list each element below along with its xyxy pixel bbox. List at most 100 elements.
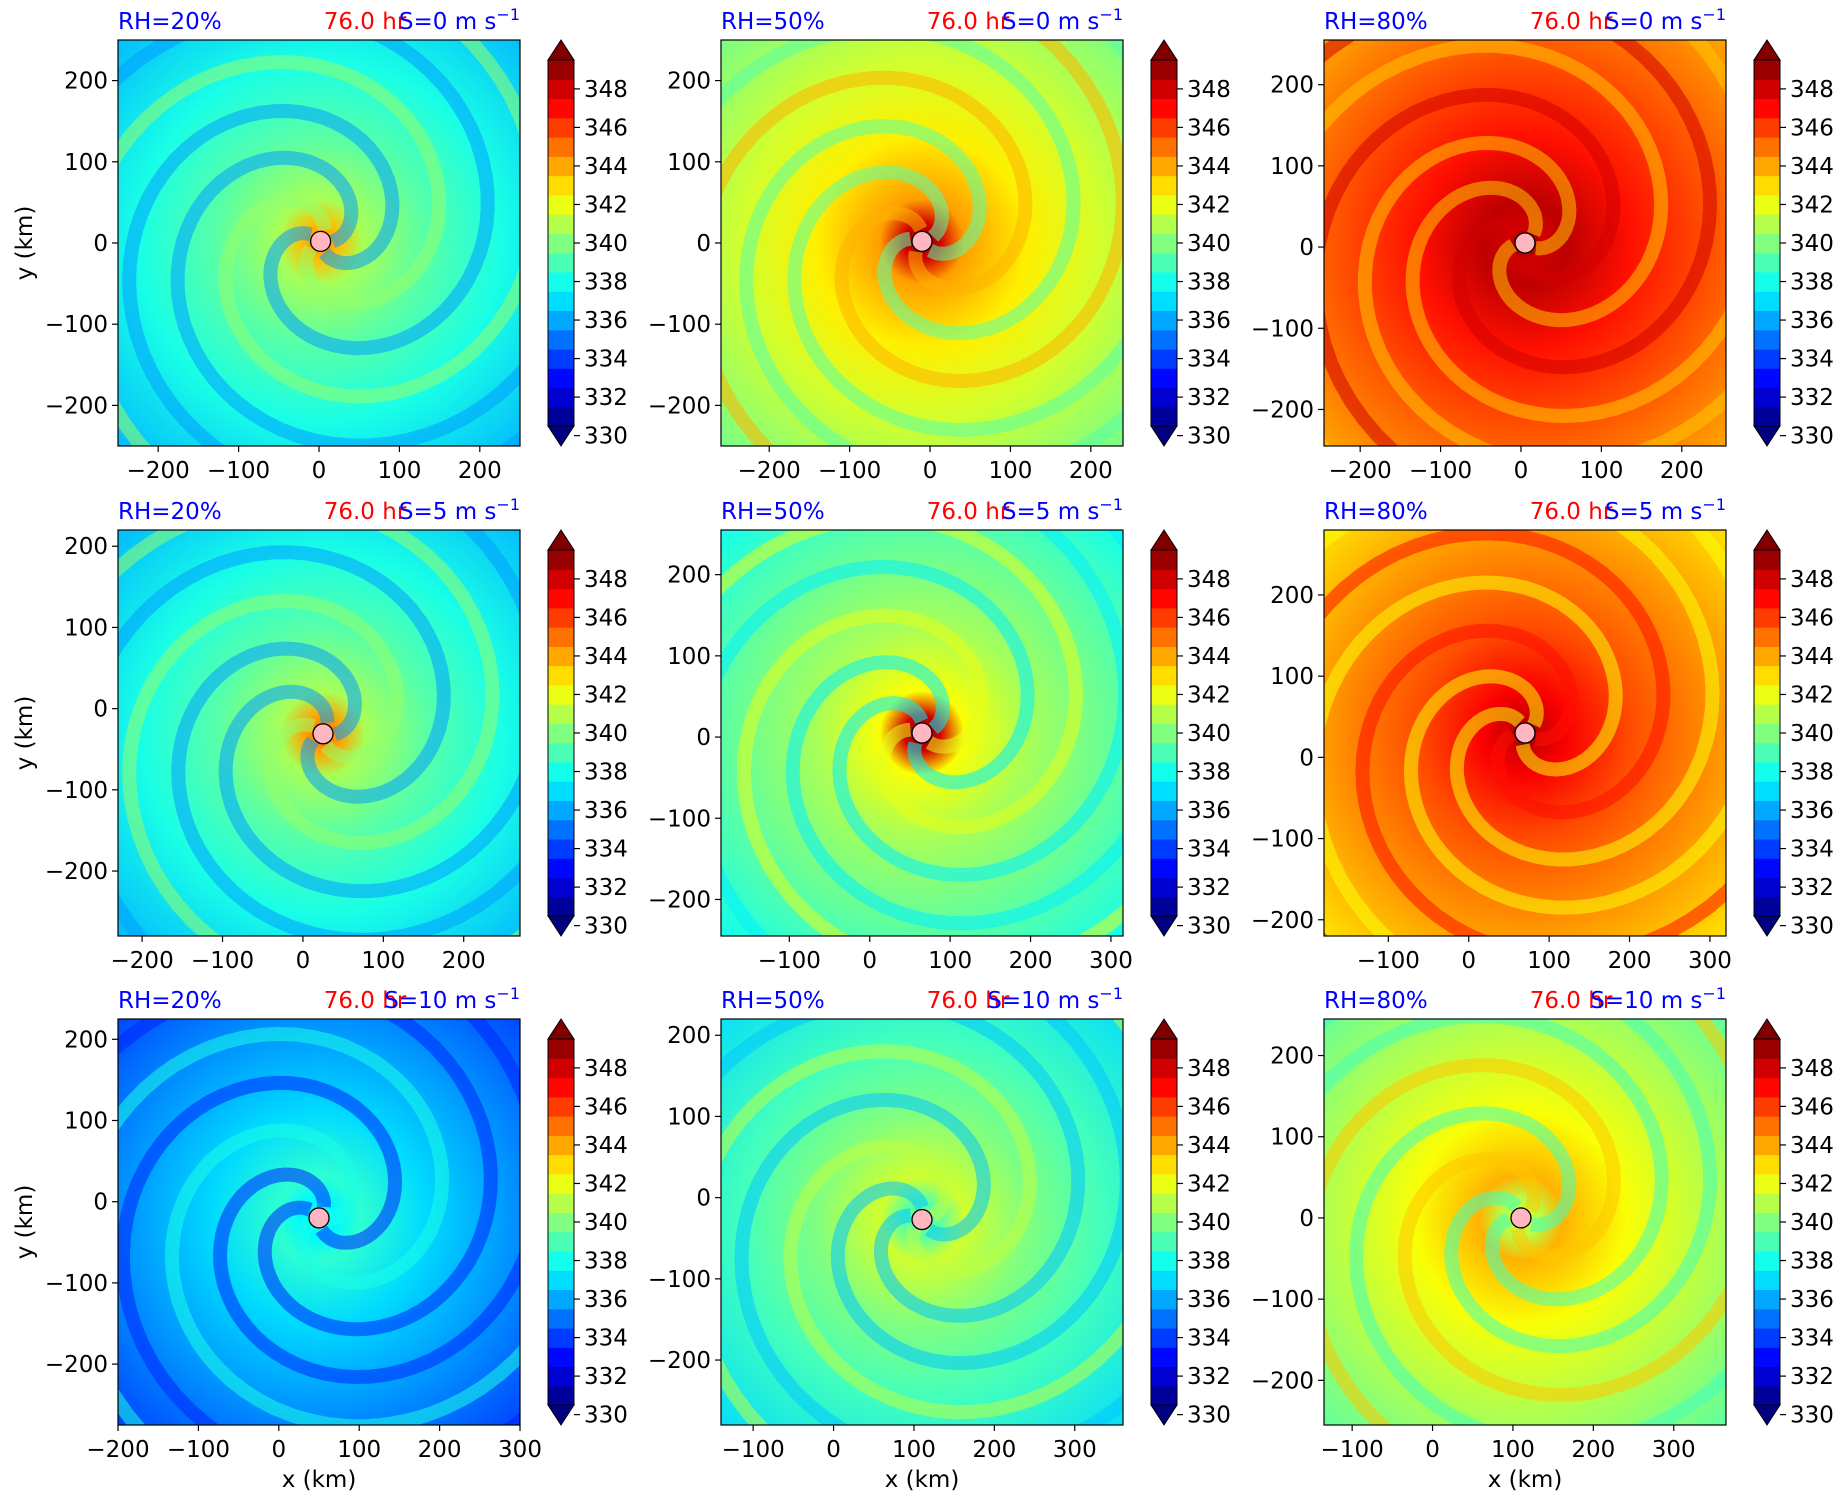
colorbar-band [1151, 723, 1177, 744]
rainband [1324, 1019, 1669, 1307]
colorbar-band [1151, 665, 1177, 686]
storm-center-marker [911, 1208, 933, 1231]
rainband [118, 1026, 449, 1425]
colorbar-band [1754, 607, 1780, 628]
x-tick-label: 200 [1069, 458, 1113, 484]
colorbar-tick-label: 338 [1790, 760, 1833, 786]
colorbar-band [1151, 1308, 1177, 1329]
colorbar-band [1151, 271, 1177, 292]
colorbar-band [1151, 1173, 1177, 1194]
colorbar-band [1151, 387, 1177, 408]
colorbar-band [1151, 252, 1177, 273]
colorbar-band [1151, 1289, 1177, 1310]
y-tick-label: 200 [1270, 73, 1314, 99]
colorbar-band [548, 607, 574, 628]
x-axis-label: x (km) [885, 1467, 960, 1493]
colorbar-tick-label: 330 [1187, 914, 1231, 940]
rh-label: RH=80% [1324, 9, 1428, 35]
colorbar-tick-label: 346 [1187, 605, 1231, 631]
colorbar: 330 332 334 336 338 340 342 344 346 348 [1150, 529, 1231, 940]
colorbar-extend-max [1150, 1018, 1178, 1040]
rainband [1403, 530, 1726, 915]
colorbar-tick-label: 334 [1790, 347, 1833, 373]
rainband [721, 40, 1123, 389]
colorbar-tick-label: 348 [1790, 77, 1833, 103]
y-axis-label: y (km) [12, 206, 38, 281]
colorbar-band [1151, 858, 1177, 879]
x-tick-label: 100 [377, 458, 421, 484]
panel-6: −100 0 100 200 300 −200 −100 0 100 200 RH=80% 76.0 … [1251, 495, 1833, 974]
rainband [218, 530, 520, 899]
colorbar-tick-label: 336 [1187, 1287, 1231, 1313]
rainband [1324, 1019, 1718, 1354]
colorbar-band [548, 819, 574, 840]
colorbar-tick-label: 340 [1790, 721, 1833, 747]
shear-label: S=5 m s−1 [1605, 495, 1726, 525]
rainband [1324, 40, 1669, 446]
x-tick-label: 100 [892, 1437, 936, 1463]
colorbar-band [1151, 877, 1177, 898]
storm-center-marker [1514, 722, 1536, 744]
colorbar-band [1754, 1347, 1780, 1368]
colorbar-tick-label: 342 [584, 1171, 628, 1197]
colorbar-band [1754, 406, 1780, 427]
rainband [721, 1044, 1037, 1425]
rainband [118, 1019, 498, 1337]
colorbar-tick-label: 330 [584, 424, 628, 450]
rainband [1324, 40, 1718, 375]
rainband [739, 119, 1123, 446]
colorbar-extend-max [547, 39, 575, 61]
y-tick-label: −100 [648, 1267, 711, 1293]
x-tick-label: 100 [1527, 948, 1571, 974]
colorbar-tick-label: 334 [584, 347, 628, 373]
panel-1: −200 −100 0 100 200 −200 −100 0 100 200 RH=20% 76.0… [12, 5, 628, 484]
colorbar-band [1754, 1058, 1780, 1079]
rainband [721, 40, 1081, 341]
rainband [832, 530, 1123, 882]
colorbar-band [1151, 761, 1177, 782]
colorbar-tick-label: 340 [584, 721, 628, 747]
colorbar-tick-label: 346 [1790, 1094, 1833, 1120]
colorbar-band [1151, 214, 1177, 234]
rainband [1324, 87, 1621, 446]
colorbar-band [548, 761, 574, 782]
storm-center-marker [309, 230, 332, 253]
colorbar-tick-label: 338 [1187, 270, 1231, 296]
rainband [785, 530, 1123, 931]
y-tick-label: −200 [45, 1352, 108, 1378]
colorbar-band [548, 1366, 574, 1387]
rainband [783, 1019, 1123, 1420]
field [1324, 530, 1726, 936]
colorbar-extend-min [547, 425, 575, 447]
colorbar-band [1151, 588, 1177, 609]
colorbar-band [1754, 761, 1780, 782]
colorbar-tick-label: 340 [1187, 231, 1231, 257]
field [118, 40, 520, 446]
colorbar-band [548, 406, 574, 427]
colorbar-tick-label: 340 [1790, 231, 1833, 257]
colorbar-tick-label: 348 [1187, 77, 1231, 103]
colorbar-extend-max [1753, 1018, 1781, 1040]
rainband [721, 559, 1035, 936]
x-tick-label: −100 [1409, 458, 1472, 484]
colorbar-band [1754, 1231, 1780, 1252]
colorbar-tick-label: 346 [584, 1094, 628, 1120]
y-tick-label: 0 [93, 697, 108, 723]
colorbar-band [548, 368, 574, 389]
x-tick-label: 100 [1579, 458, 1623, 484]
colorbar-band [1754, 819, 1780, 840]
colorbar-tick-label: 334 [1187, 837, 1231, 863]
colorbar-band [1151, 60, 1177, 80]
x-tick-label: 200 [1009, 948, 1053, 974]
x-tick-label: 0 [1514, 458, 1529, 484]
storm-center-marker [911, 230, 933, 253]
y-tick-label: 200 [64, 1027, 108, 1053]
colorbar-band [1151, 1039, 1177, 1059]
colorbar-band [1754, 1366, 1780, 1387]
y-tick-label: −100 [648, 312, 711, 338]
colorbar-band [548, 329, 574, 350]
colorbar-band [548, 550, 574, 570]
colorbar-band [1151, 406, 1177, 427]
colorbar-band [548, 387, 574, 408]
x-tick-label: 0 [1461, 948, 1476, 974]
